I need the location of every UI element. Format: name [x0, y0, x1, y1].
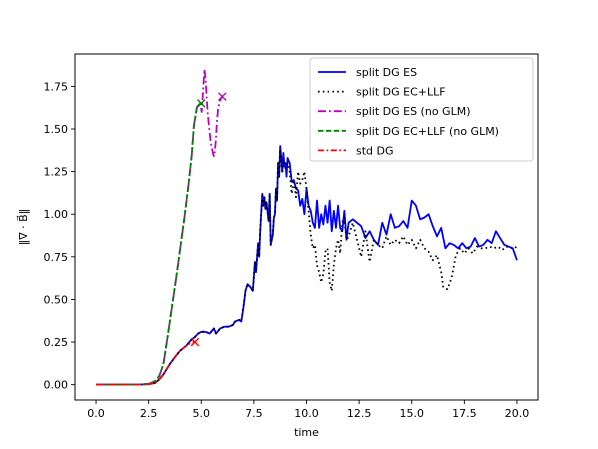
y-tick-label: 0.00	[44, 379, 69, 392]
legend: split DG ES split DG EC+LLF split DG ES (n…	[309, 57, 534, 162]
legend-label: split DG ES (no GLM)	[356, 105, 470, 118]
x-tick-label: 7.5	[245, 407, 263, 420]
y-tick-label: 1.75	[44, 80, 69, 93]
legend-label: split DG EC+LLF (no GLM)	[356, 125, 499, 138]
series-line-split-dg-ec-llf	[96, 148, 518, 386]
legend-label: split DG ES	[356, 66, 417, 79]
x-tick-label: 10.0	[294, 407, 319, 420]
legend-item-split-dg-es: split DG ES	[318, 66, 417, 79]
y-tick-label: 0.25	[44, 336, 69, 349]
legend-label: std DG	[356, 144, 394, 157]
end-marker-std-dg	[190, 337, 200, 347]
x-tick-label: 20.0	[505, 407, 530, 420]
end-marker-split-dg-es-no-glm	[218, 92, 227, 101]
legend-item-std-dg: std DG	[318, 144, 394, 157]
y-axis: 0.00 0.25 0.50 0.75 1.00 1.25 1.50 1.75	[44, 80, 75, 392]
end-marker-split-dg-ec-llf-no-glm	[196, 99, 206, 108]
y-tick-label: 1.00	[44, 208, 69, 221]
legend-item-split-dg-ec-llf-no-glm: split DG EC+LLF (no GLM)	[318, 125, 499, 138]
x-tick-label: 0.0	[87, 407, 105, 420]
x-axis-label: time	[294, 426, 319, 439]
y-tick-label: 1.50	[44, 123, 69, 136]
y-tick-label: 1.25	[44, 166, 69, 179]
y-tick-label: 0.50	[44, 293, 69, 306]
x-tick-label: 2.5	[140, 407, 158, 420]
legend-item-split-dg-es-no-glm: split DG ES (no GLM)	[318, 105, 470, 118]
x-tick-label: 12.5	[347, 407, 372, 420]
y-axis-label: ‖∇ · B⃗‖	[16, 209, 30, 245]
x-tick-label: 5.0	[193, 407, 211, 420]
x-tick-label: 17.5	[452, 407, 477, 420]
legend-box	[309, 57, 534, 162]
series-line-split-dg-ec-llf-no-glm	[96, 102, 202, 386]
x-axis: 0.0 2.5 5.0 7.5 10.0 12.5 15.0 17.5 20.0	[87, 400, 529, 420]
x-tick-label: 15.0	[399, 407, 424, 420]
series-line-std-dg	[96, 341, 196, 386]
legend-item-split-dg-ec-llf: split DG EC+LLF	[318, 86, 446, 99]
legend-label: split DG EC+LLF	[356, 86, 446, 99]
y-tick-label: 0.75	[44, 251, 69, 264]
